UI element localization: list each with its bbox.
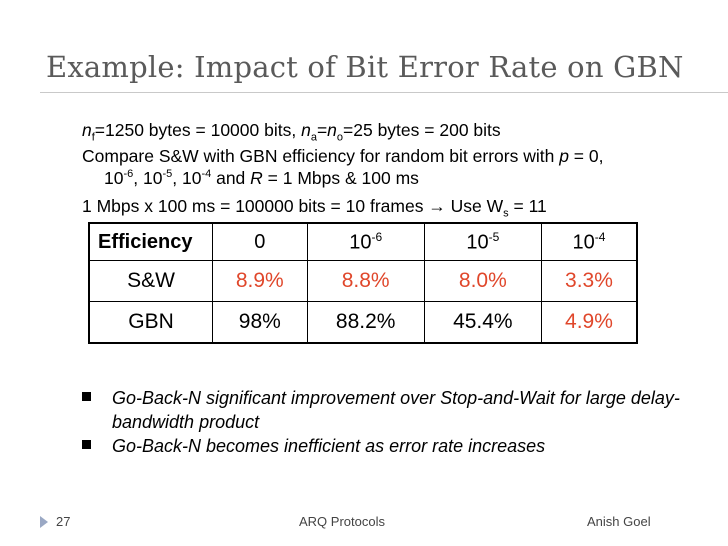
- table-cell: 8.0%: [423, 260, 542, 302]
- window-size-line: 1 Mbps x 100 ms = 100000 bits = 10 frame…: [82, 196, 547, 220]
- bullet-square-icon: [82, 440, 91, 449]
- table-cell: 45.4%: [423, 301, 542, 344]
- table-cell: 98%: [212, 301, 308, 344]
- error-rates-line: 10-6, 10-5, 10-4 and R = 1 Mbps & 100 ms: [104, 168, 419, 188]
- header-cell: 10-5: [423, 222, 542, 261]
- table-cell: 8.9%: [212, 260, 308, 302]
- header-cell: 10-6: [306, 222, 425, 261]
- slide-title: Example: Impact of Bit Error Rate on GBN: [46, 50, 684, 84]
- footer-author: Anish Goel: [587, 514, 651, 529]
- header-label: Efficiency: [88, 222, 213, 261]
- table-cell: 3.3%: [540, 260, 638, 302]
- row-label: GBN: [88, 301, 213, 344]
- header-cell: 10-4: [540, 222, 638, 261]
- footer-title: ARQ Protocols: [299, 514, 385, 529]
- bullet-text: Go-Back-N significant improvement over S…: [112, 388, 680, 432]
- footer-chevron-icon: [40, 516, 48, 528]
- table-row: S&W 8.9% 8.8% 8.0% 3.3%: [88, 260, 638, 302]
- bullet-text: Go-Back-N becomes inefficient as error r…: [112, 436, 546, 456]
- efficiency-table: Efficiency 0 10-6 10-5 10-4 S&W 8.9% 8.8…: [88, 222, 638, 344]
- row-label: S&W: [88, 260, 213, 302]
- table-cell: 88.2%: [306, 301, 425, 344]
- frame-size-line: nf=1250 bytes = 10000 bits, na=no=25 byt…: [82, 120, 501, 144]
- table-cell: 8.8%: [306, 260, 425, 302]
- compare-line: Compare S&W with GBN efficiency for rand…: [82, 146, 604, 166]
- table-row: GBN 98% 88.2% 45.4% 4.9%: [88, 301, 638, 344]
- page-number: 27: [56, 514, 71, 529]
- header-cell: 0: [212, 222, 308, 261]
- bullet-square-icon: [82, 392, 91, 401]
- table-cell: 4.9%: [540, 301, 638, 344]
- table-header-row: Efficiency 0 10-6 10-5 10-4: [88, 222, 638, 261]
- title-divider: [40, 92, 728, 93]
